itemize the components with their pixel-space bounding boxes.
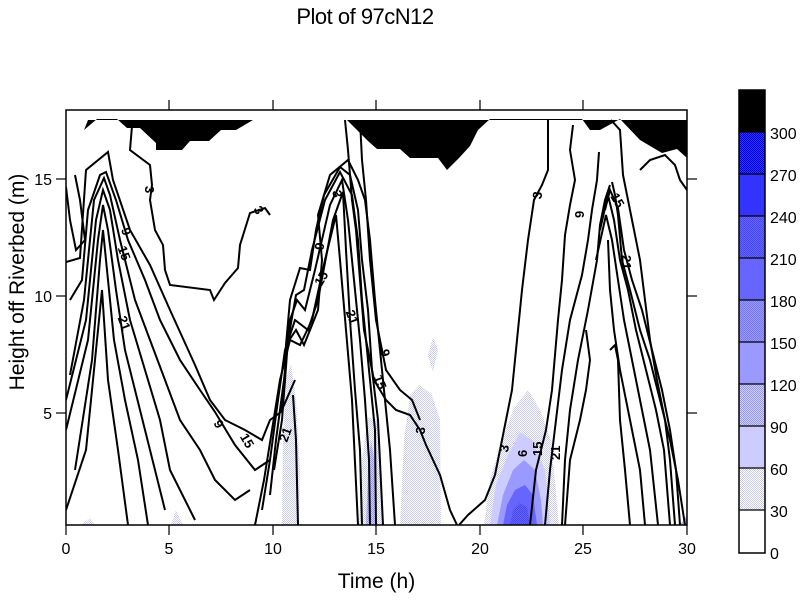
colorbar-tick-label: 300	[770, 126, 797, 143]
svg-text:21: 21	[276, 425, 295, 444]
colorbar-tick-label: 240	[770, 210, 797, 227]
colorbar-tick-label: 60	[770, 462, 788, 479]
plume-bottom-left	[80, 518, 95, 525]
colorbar-tick-label: 210	[770, 252, 797, 269]
x-tick-label: 25	[574, 541, 592, 558]
plume-18h-diamond	[428, 337, 438, 372]
x-tick-label: 15	[367, 541, 385, 558]
svg-text:15: 15	[607, 190, 627, 210]
plume-22h-240	[510, 503, 530, 525]
svg-text:15: 15	[530, 442, 545, 456]
y-axis-tick-labels: 5 10 15	[34, 172, 52, 423]
svg-text:21: 21	[619, 255, 634, 269]
plume-17h	[400, 385, 441, 525]
chart-title: Plot of 97cN12	[296, 4, 434, 29]
plume-bottom-6h	[171, 510, 183, 525]
svg-text:9: 9	[377, 348, 393, 358]
colorbar-tick-label: 120	[770, 378, 797, 395]
colorbar-tick-labels: 0 30 60 90 120 150 180 210 240 270 300	[770, 126, 797, 563]
x-tick-label: 10	[264, 541, 282, 558]
x-tick-label: 0	[62, 541, 71, 558]
svg-text:15: 15	[311, 268, 331, 288]
y-axis-ticks	[56, 178, 697, 414]
svg-text:3: 3	[496, 444, 512, 454]
y-tick-label: 10	[34, 289, 52, 306]
svg-text:15: 15	[371, 373, 390, 392]
plume-10h	[282, 364, 300, 525]
colorbar-tick-label: 30	[770, 504, 788, 521]
contour-labels: 3 3 9 15 21 9 15 21 3 9 15 21 9 15 3 3 6…	[115, 186, 634, 460]
svg-text:15: 15	[237, 431, 257, 451]
svg-text:21: 21	[548, 446, 563, 460]
svg-text:15: 15	[115, 244, 134, 263]
colorbar-tick-label: 150	[770, 336, 797, 353]
colorbar-tick-label: 0	[770, 546, 779, 563]
y-tick-label: 5	[43, 406, 52, 423]
contour-lines	[66, 119, 687, 525]
x-tick-label: 30	[678, 541, 696, 558]
svg-text:3: 3	[142, 186, 157, 193]
x-axis-ticks	[65, 100, 688, 535]
svg-text:21: 21	[115, 314, 134, 333]
svg-text:9: 9	[572, 211, 587, 218]
colorbar-tick-label: 90	[770, 420, 788, 437]
x-tick-label: 5	[165, 541, 174, 558]
svg-text:9: 9	[311, 241, 327, 251]
svg-text:9: 9	[118, 226, 135, 238]
colorbar-tick-label: 270	[770, 168, 797, 185]
x-axis-label: Time (h)	[337, 570, 416, 593]
plot-area: 3 3 9 15 21 9 15 21 3 9 15 21 9 15 3 3 6…	[66, 110, 687, 525]
surface-band	[66, 119, 687, 170]
svg-text:6: 6	[515, 450, 530, 457]
svg-text:3: 3	[329, 189, 345, 199]
svg-text:21: 21	[343, 308, 362, 327]
colorbar-tick-label: 180	[770, 294, 797, 311]
y-tick-label: 15	[34, 172, 52, 189]
colorbar	[738, 89, 766, 554]
svg-text:3: 3	[529, 190, 545, 200]
x-axis-tick-labels: 0 5 10 15 20 25 30	[62, 541, 696, 558]
x-tick-label: 20	[471, 541, 489, 558]
svg-text:3: 3	[412, 426, 428, 436]
